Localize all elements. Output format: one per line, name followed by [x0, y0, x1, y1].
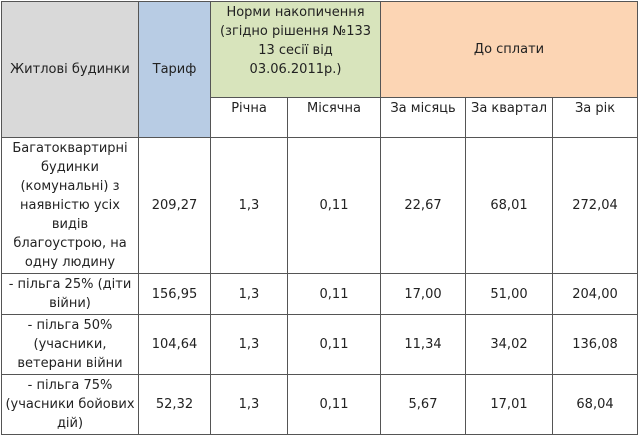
value-cell: 0,11 [287, 273, 381, 315]
row-label: - пільга 50% (учасники, ветерани війни [1, 314, 139, 375]
data-row: - пільга 75% (учасники бойових дій) 52,32… [1, 374, 638, 435]
value-cell: 1,3 [210, 137, 288, 274]
data-row: - пільга 25% (діти війни) 156,95 1,3 0,11 17… [1, 273, 638, 315]
row-label: - пільга 75% (учасники бойових дій) [1, 374, 139, 435]
value-cell: 1,3 [210, 273, 288, 315]
subheader-cell: Місячна [287, 97, 381, 138]
value-cell: 0,11 [287, 314, 381, 375]
value-cell: 1,3 [210, 374, 288, 435]
value-cell: 11,34 [380, 314, 466, 375]
value-cell: 156,95 [138, 273, 211, 315]
row-label: Багатоквартирні будинки (комунальні) з н… [1, 137, 139, 274]
header-row: Житлові будинки Тариф Норми накопичення … [1, 1, 638, 138]
value-cell: 68,04 [551, 374, 638, 435]
value-cell: 0,11 [287, 374, 381, 435]
value-cell: 209,27 [138, 137, 211, 274]
value-cell: 22,67 [380, 137, 466, 274]
value-cell: 272,04 [551, 137, 638, 274]
header-cell: Тариф [138, 1, 211, 138]
data-row: - пільга 50% (учасники, ветерани війни 10… [1, 314, 638, 375]
subheader-cell: Річна [210, 97, 288, 138]
subheader-cell: За квартал [465, 97, 553, 138]
value-cell: 5,67 [380, 374, 466, 435]
value-cell: 204,00 [551, 273, 638, 315]
value-cell: 68,01 [465, 137, 553, 274]
data-row: Багатоквартирні будинки (комунальні) з н… [1, 137, 638, 274]
subheader-row: Річна Місячна За місяць За квартал За рі… [2, 97, 638, 138]
header-cell: До сплати [379, 1, 638, 98]
row-label: - пільга 25% (діти війни) [1, 273, 139, 315]
value-cell: 17,01 [465, 374, 553, 435]
value-cell: 51,00 [465, 273, 553, 315]
value-cell: 1,3 [210, 314, 288, 375]
value-cell: 52,32 [138, 374, 211, 435]
subheader-cell: За рік [551, 97, 638, 138]
value-cell: 17,00 [380, 273, 466, 315]
subheader-cell: За місяць [380, 97, 466, 138]
header-cell: Норми накопичення (згідно рішення №133 1… [210, 1, 381, 98]
value-cell: 34,02 [465, 314, 553, 375]
value-cell: 104,64 [138, 314, 211, 375]
header-cell: Житлові будинки [1, 1, 139, 138]
value-cell: 136,08 [551, 314, 638, 375]
value-cell: 0,11 [287, 137, 381, 274]
